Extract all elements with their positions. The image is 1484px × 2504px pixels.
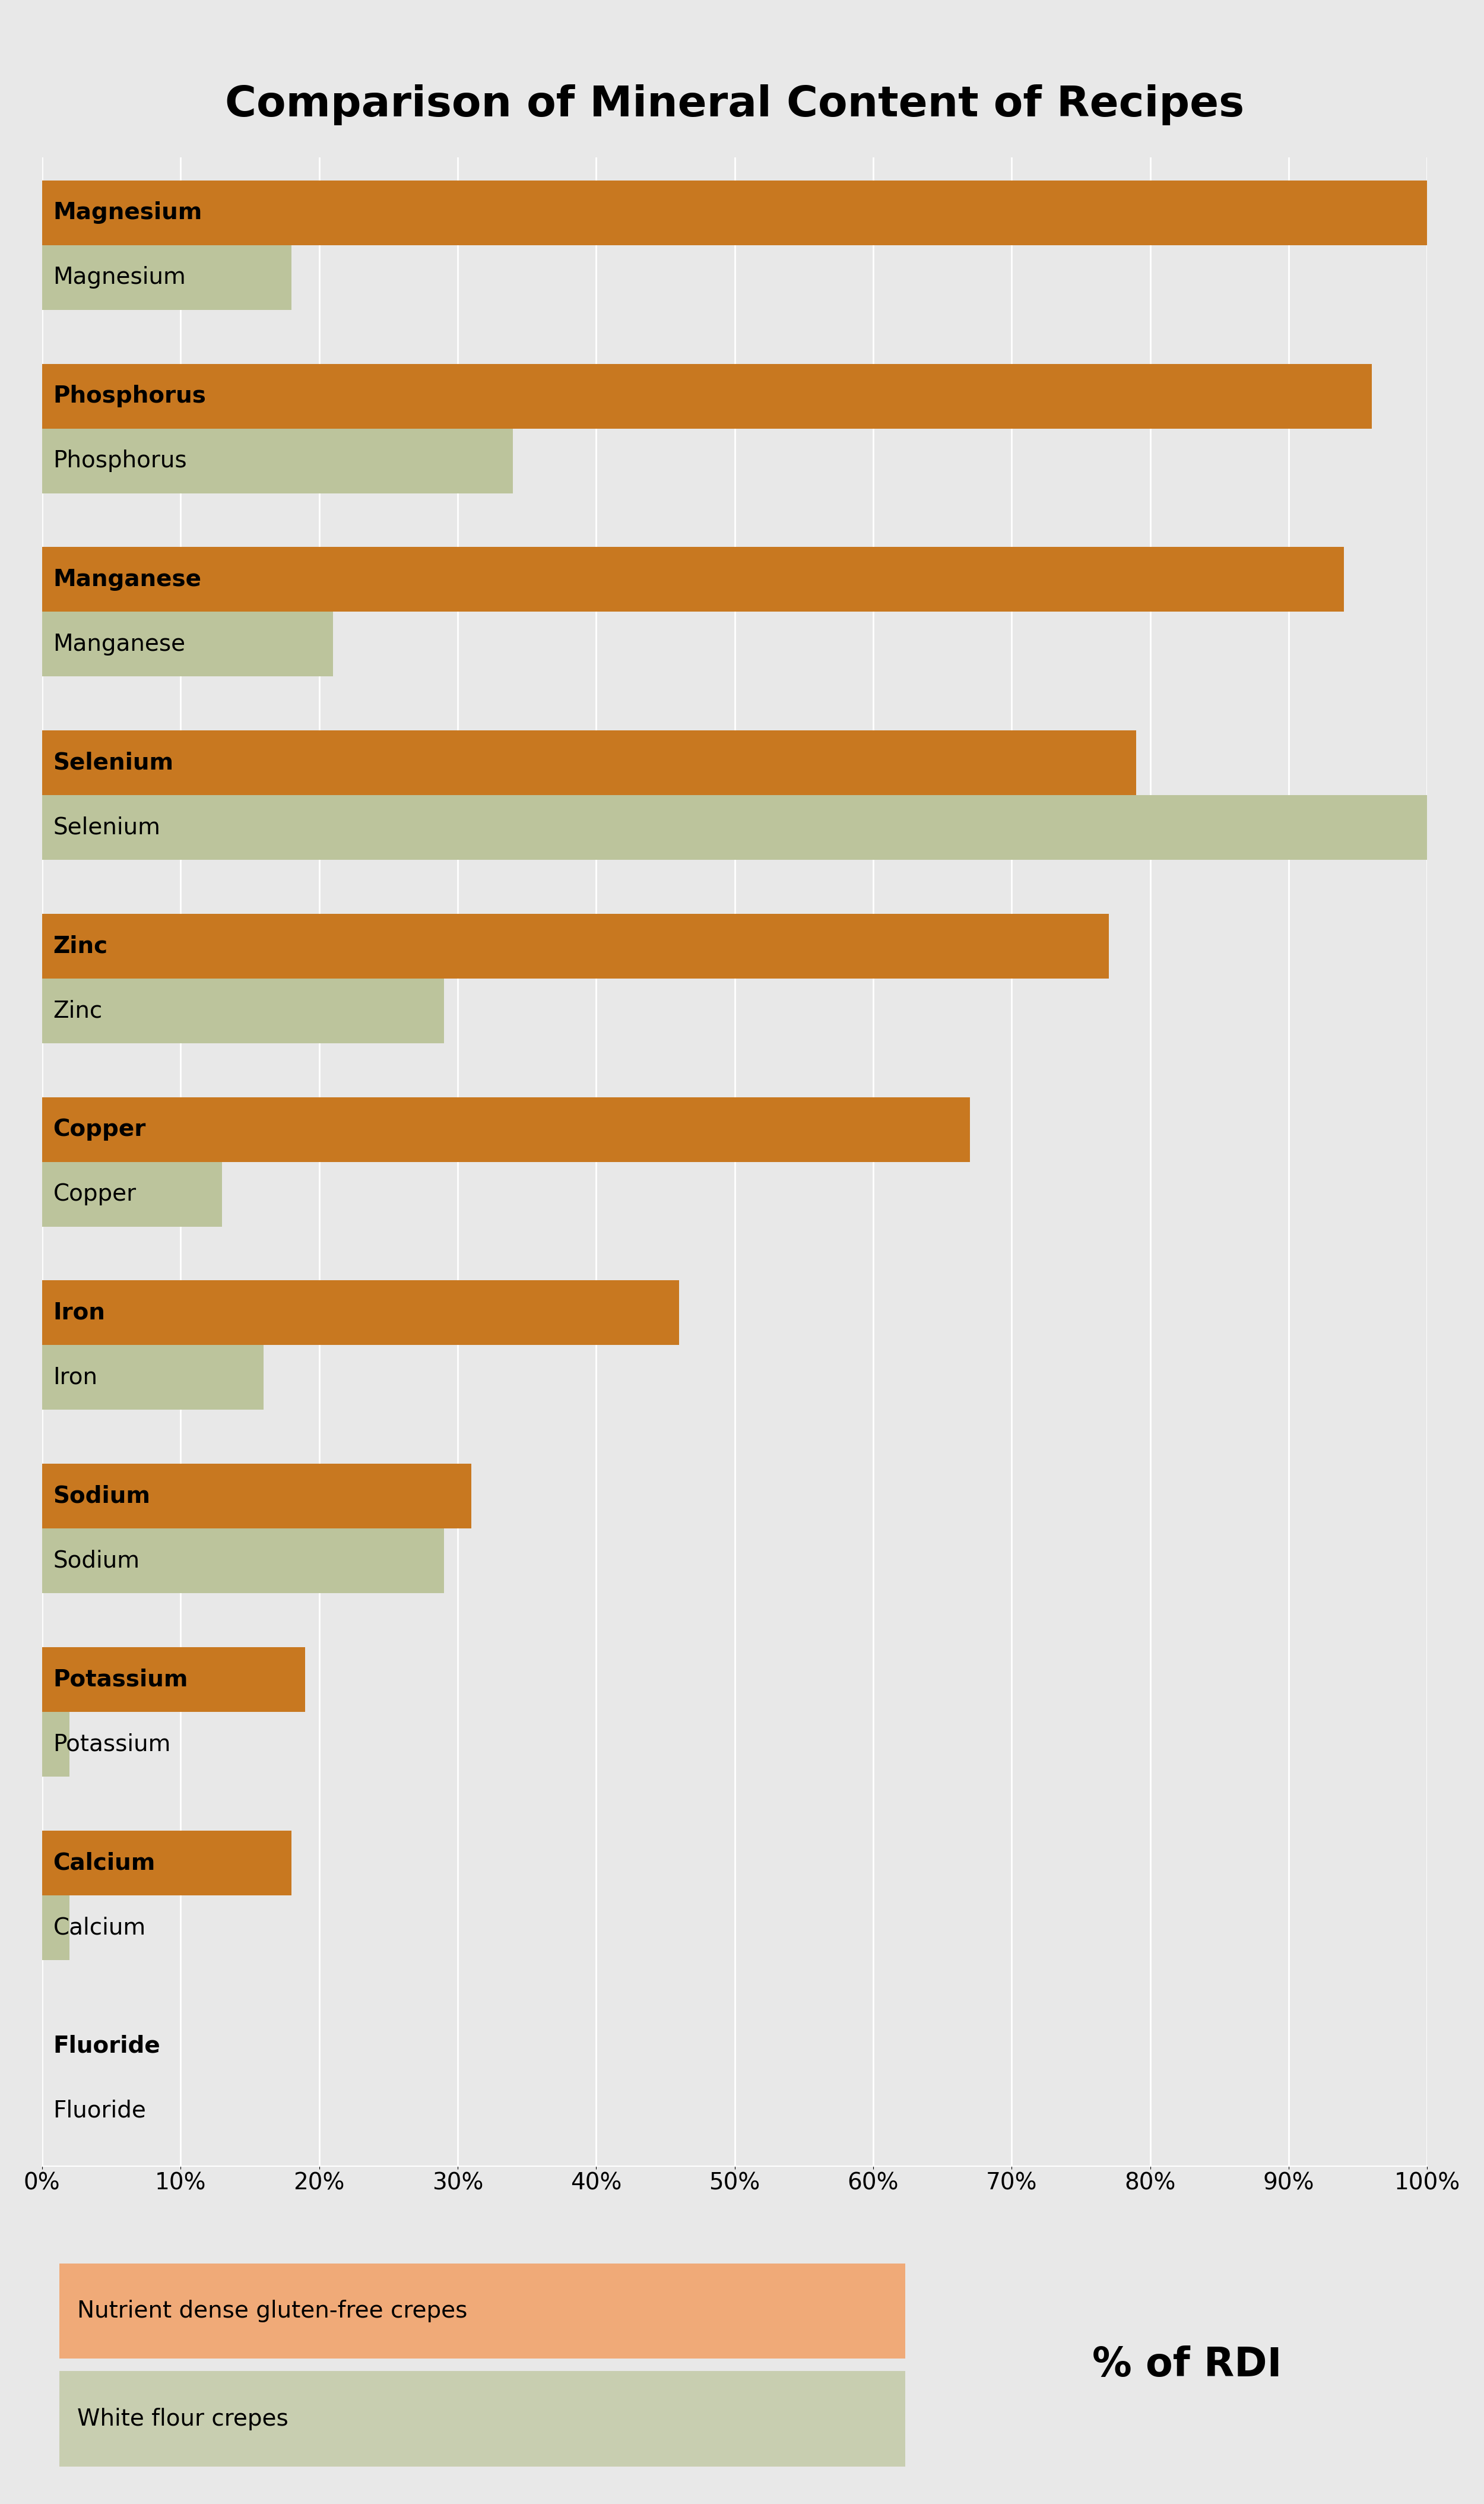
Text: Sodium: Sodium bbox=[53, 1550, 139, 1573]
Bar bbox=[42, 1830, 291, 1896]
Bar bbox=[42, 611, 332, 676]
Text: Iron: Iron bbox=[53, 1367, 98, 1390]
Bar bbox=[42, 1713, 70, 1775]
Text: Zinc: Zinc bbox=[53, 999, 102, 1022]
Bar bbox=[42, 1896, 70, 1961]
Bar bbox=[42, 363, 1371, 428]
Text: Potassium: Potassium bbox=[53, 1733, 171, 1755]
Text: % of RDI: % of RDI bbox=[1092, 2346, 1282, 2384]
Bar bbox=[42, 796, 1428, 859]
Bar bbox=[42, 428, 513, 493]
Text: Fluoride: Fluoride bbox=[53, 2036, 160, 2058]
Text: Magnesium: Magnesium bbox=[53, 265, 186, 288]
Text: Selenium: Selenium bbox=[53, 816, 160, 839]
Bar bbox=[42, 1527, 444, 1593]
Text: Fluoride: Fluoride bbox=[53, 2098, 147, 2121]
Bar bbox=[42, 731, 1137, 796]
Text: Zinc: Zinc bbox=[53, 934, 108, 957]
Text: Sodium: Sodium bbox=[53, 1485, 150, 1507]
Text: Calcium: Calcium bbox=[53, 1916, 145, 1938]
Text: Calcium: Calcium bbox=[53, 1850, 156, 1873]
Text: Nutrient dense gluten-free crepes: Nutrient dense gluten-free crepes bbox=[77, 2299, 467, 2324]
Bar bbox=[42, 1162, 223, 1227]
Bar bbox=[42, 1648, 306, 1713]
Text: White flour crepes: White flour crepes bbox=[77, 2406, 288, 2431]
Bar bbox=[42, 245, 291, 310]
Bar bbox=[42, 914, 1109, 979]
Bar bbox=[42, 180, 1428, 245]
Bar bbox=[42, 546, 1345, 611]
Text: Potassium: Potassium bbox=[53, 1668, 188, 1690]
Bar bbox=[42, 1280, 680, 1345]
Text: Selenium: Selenium bbox=[53, 751, 174, 774]
Title: Comparison of Mineral Content of Recipes: Comparison of Mineral Content of Recipes bbox=[226, 85, 1244, 125]
Text: Copper: Copper bbox=[53, 1119, 145, 1142]
Text: Magnesium: Magnesium bbox=[53, 200, 202, 223]
Bar bbox=[42, 979, 444, 1044]
Text: Manganese: Manganese bbox=[53, 568, 202, 591]
Text: Phosphorus: Phosphorus bbox=[53, 451, 187, 473]
Text: Phosphorus: Phosphorus bbox=[53, 386, 206, 408]
Text: Manganese: Manganese bbox=[53, 634, 186, 656]
Bar bbox=[42, 1097, 971, 1162]
Bar bbox=[42, 1465, 472, 1527]
Text: Iron: Iron bbox=[53, 1302, 105, 1325]
Text: Copper: Copper bbox=[53, 1182, 137, 1204]
Bar bbox=[42, 1345, 264, 1410]
